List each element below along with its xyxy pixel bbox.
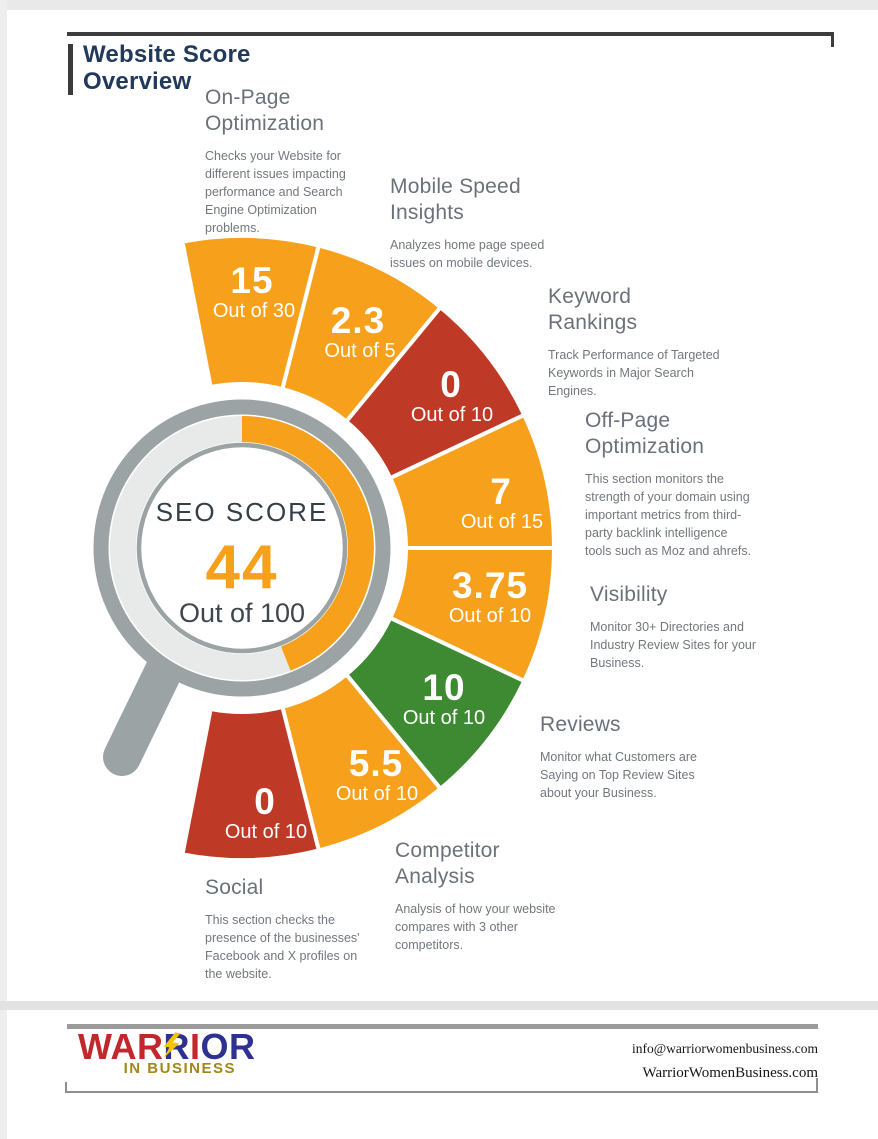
section-description: This section checks the presence of the … [205, 913, 360, 981]
contact-email: info@warriorwomenbusiness.com [631, 1041, 818, 1056]
footer-rule-thin [65, 1091, 818, 1093]
seo-score-value: 44 [206, 533, 279, 602]
section-reviews: Reviews Monitor what Customers are Sayin… [540, 712, 722, 802]
segment-score: 2.3 [331, 300, 385, 341]
section-on-page-optimization: On-Page Optimization Checks your Website… [205, 85, 357, 237]
logo-tagline: IN BUSINESS [123, 1060, 236, 1077]
logo-part-i: I [190, 1026, 201, 1067]
segment-score: 7 [490, 471, 512, 512]
logo-part-war: WAR [78, 1026, 164, 1067]
segment-score: 10 [422, 667, 465, 708]
logo-wordmark: WARRIOR [78, 1029, 278, 1065]
section-visibility: Visibility Monitor 30+ Directories and I… [590, 582, 765, 672]
section-heading: Reviews [540, 713, 621, 736]
page-title-line1: Website Score [83, 41, 251, 68]
score-ring-progress-arc [241, 416, 374, 671]
footer-rule-thick [67, 1024, 818, 1029]
segment-wedge-social [180, 704, 321, 862]
seo-score-outof: Out of 100 [179, 598, 305, 628]
section-description: Monitor what Customers are Saying on Top… [540, 750, 698, 800]
segment-score: 0 [254, 781, 276, 822]
segment-score: 3.75 [452, 565, 528, 606]
contact-website: WarriorWomenBusiness.com [642, 1065, 818, 1081]
section-competitor-analysis: Competitor Analysis Analysis of how your… [395, 838, 563, 954]
section-description: This section monitors the strength of yo… [585, 472, 752, 558]
segment-outof: Out of 10 [449, 605, 531, 627]
segment-outof: Out of 10 [411, 404, 493, 426]
top-rule-corner-tick [831, 32, 834, 47]
top-rule [67, 32, 833, 36]
section-heading: Off-Page Optimization [585, 409, 705, 458]
section-description: Checks your Website for different issues… [205, 149, 346, 235]
page-title: Website Score Overview [83, 41, 251, 95]
segment-outof: Out of 10 [225, 821, 307, 843]
contact-block: info@warriorwomenbusiness.com WarriorWom… [632, 1037, 818, 1086]
section-heading: Mobile Speed Insights [390, 175, 521, 224]
segment-outof: Out of 30 [213, 300, 295, 322]
section-description: Analysis of how your website compares wi… [395, 902, 556, 952]
footer-rule-left-tick [65, 1082, 67, 1093]
seo-score-label: SEO SCORE [156, 497, 329, 527]
magnifier-handle [103, 643, 187, 776]
section-off-page-optimization: Off-Page Optimization This section monit… [585, 408, 757, 560]
logo-part-or: OR [200, 1026, 256, 1067]
section-heading: Keyword Rankings [548, 285, 638, 334]
section-description: Track Performance of Targeted Keywords i… [548, 348, 720, 398]
page-left-edge [0, 0, 7, 1139]
segment-outof: Out of 10 [403, 707, 485, 729]
segment-outof: Out of 5 [324, 340, 395, 362]
section-heading: Visibility [590, 583, 668, 606]
segment-score: 5.5 [349, 743, 403, 784]
page-top-edge [0, 0, 878, 10]
section-heading: Social [205, 876, 264, 899]
page-title-line2: Overview [83, 68, 192, 95]
section-mobile-speed-insights: Mobile Speed Insights Analyzes home page… [390, 174, 558, 272]
segment-outof: Out of 10 [336, 783, 418, 805]
segment-outof: Out of 15 [461, 511, 543, 533]
warrior-in-business-logo: WARRIOR IN BUSINESS [78, 1029, 278, 1078]
section-keyword-rankings: Keyword Rankings Track Performance of Ta… [548, 284, 726, 400]
section-heading: Competitor Analysis [395, 839, 500, 888]
footer-rule-right-tick [816, 1078, 818, 1093]
magnifier-inner-ring [136, 442, 348, 654]
segment-score: 0 [440, 364, 462, 405]
section-description: Analyzes home page speed issues on mobil… [390, 238, 545, 270]
page-break-gap [0, 1001, 878, 1010]
section-description: Monitor 30+ Directories and Industry Rev… [590, 620, 757, 670]
section-social: Social This section checks the presence … [205, 875, 363, 983]
title-accent-bar [68, 44, 73, 95]
segment-score: 15 [230, 260, 273, 301]
section-heading: On-Page Optimization [205, 86, 325, 135]
